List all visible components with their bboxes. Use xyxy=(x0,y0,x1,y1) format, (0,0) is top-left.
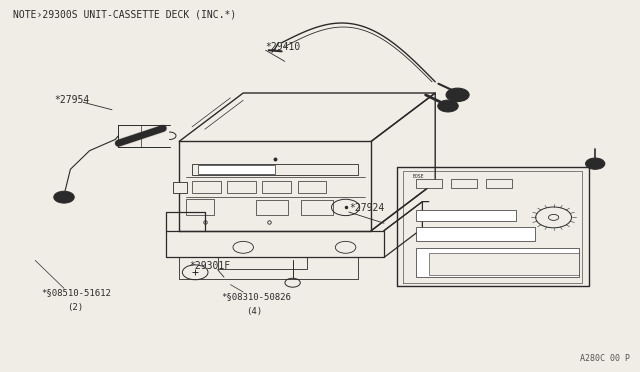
Bar xyxy=(298,181,326,193)
Bar xyxy=(256,200,288,215)
Bar xyxy=(416,210,516,221)
Bar xyxy=(198,166,275,174)
Bar xyxy=(227,181,256,193)
Bar xyxy=(429,253,579,275)
Text: NOTE›29300S UNIT-CASSETTE DECK (INC.*): NOTE›29300S UNIT-CASSETTE DECK (INC.*) xyxy=(13,9,236,19)
Text: *27924: *27924 xyxy=(349,203,384,213)
Circle shape xyxy=(438,100,458,112)
Text: (4): (4) xyxy=(246,307,262,316)
Text: *29301F: *29301F xyxy=(189,261,230,271)
Bar xyxy=(186,199,214,215)
Bar xyxy=(416,179,442,188)
Bar xyxy=(192,164,358,175)
Circle shape xyxy=(586,158,605,169)
Bar xyxy=(173,182,187,193)
Bar xyxy=(301,200,333,215)
Text: *§08510-51612: *§08510-51612 xyxy=(42,288,111,297)
Bar xyxy=(486,179,512,188)
Text: *27954: *27954 xyxy=(54,96,90,105)
Text: (2): (2) xyxy=(67,303,83,312)
Bar xyxy=(451,179,477,188)
Text: A280C 00 P: A280C 00 P xyxy=(580,354,630,363)
Text: *§08310-50826: *§08310-50826 xyxy=(221,292,291,301)
Circle shape xyxy=(446,88,469,102)
Bar xyxy=(262,181,291,193)
Circle shape xyxy=(54,191,74,203)
Text: *29410: *29410 xyxy=(266,42,301,51)
Bar xyxy=(416,248,579,277)
Text: BOSE: BOSE xyxy=(413,174,424,179)
Bar xyxy=(416,227,535,241)
Bar xyxy=(192,181,221,193)
